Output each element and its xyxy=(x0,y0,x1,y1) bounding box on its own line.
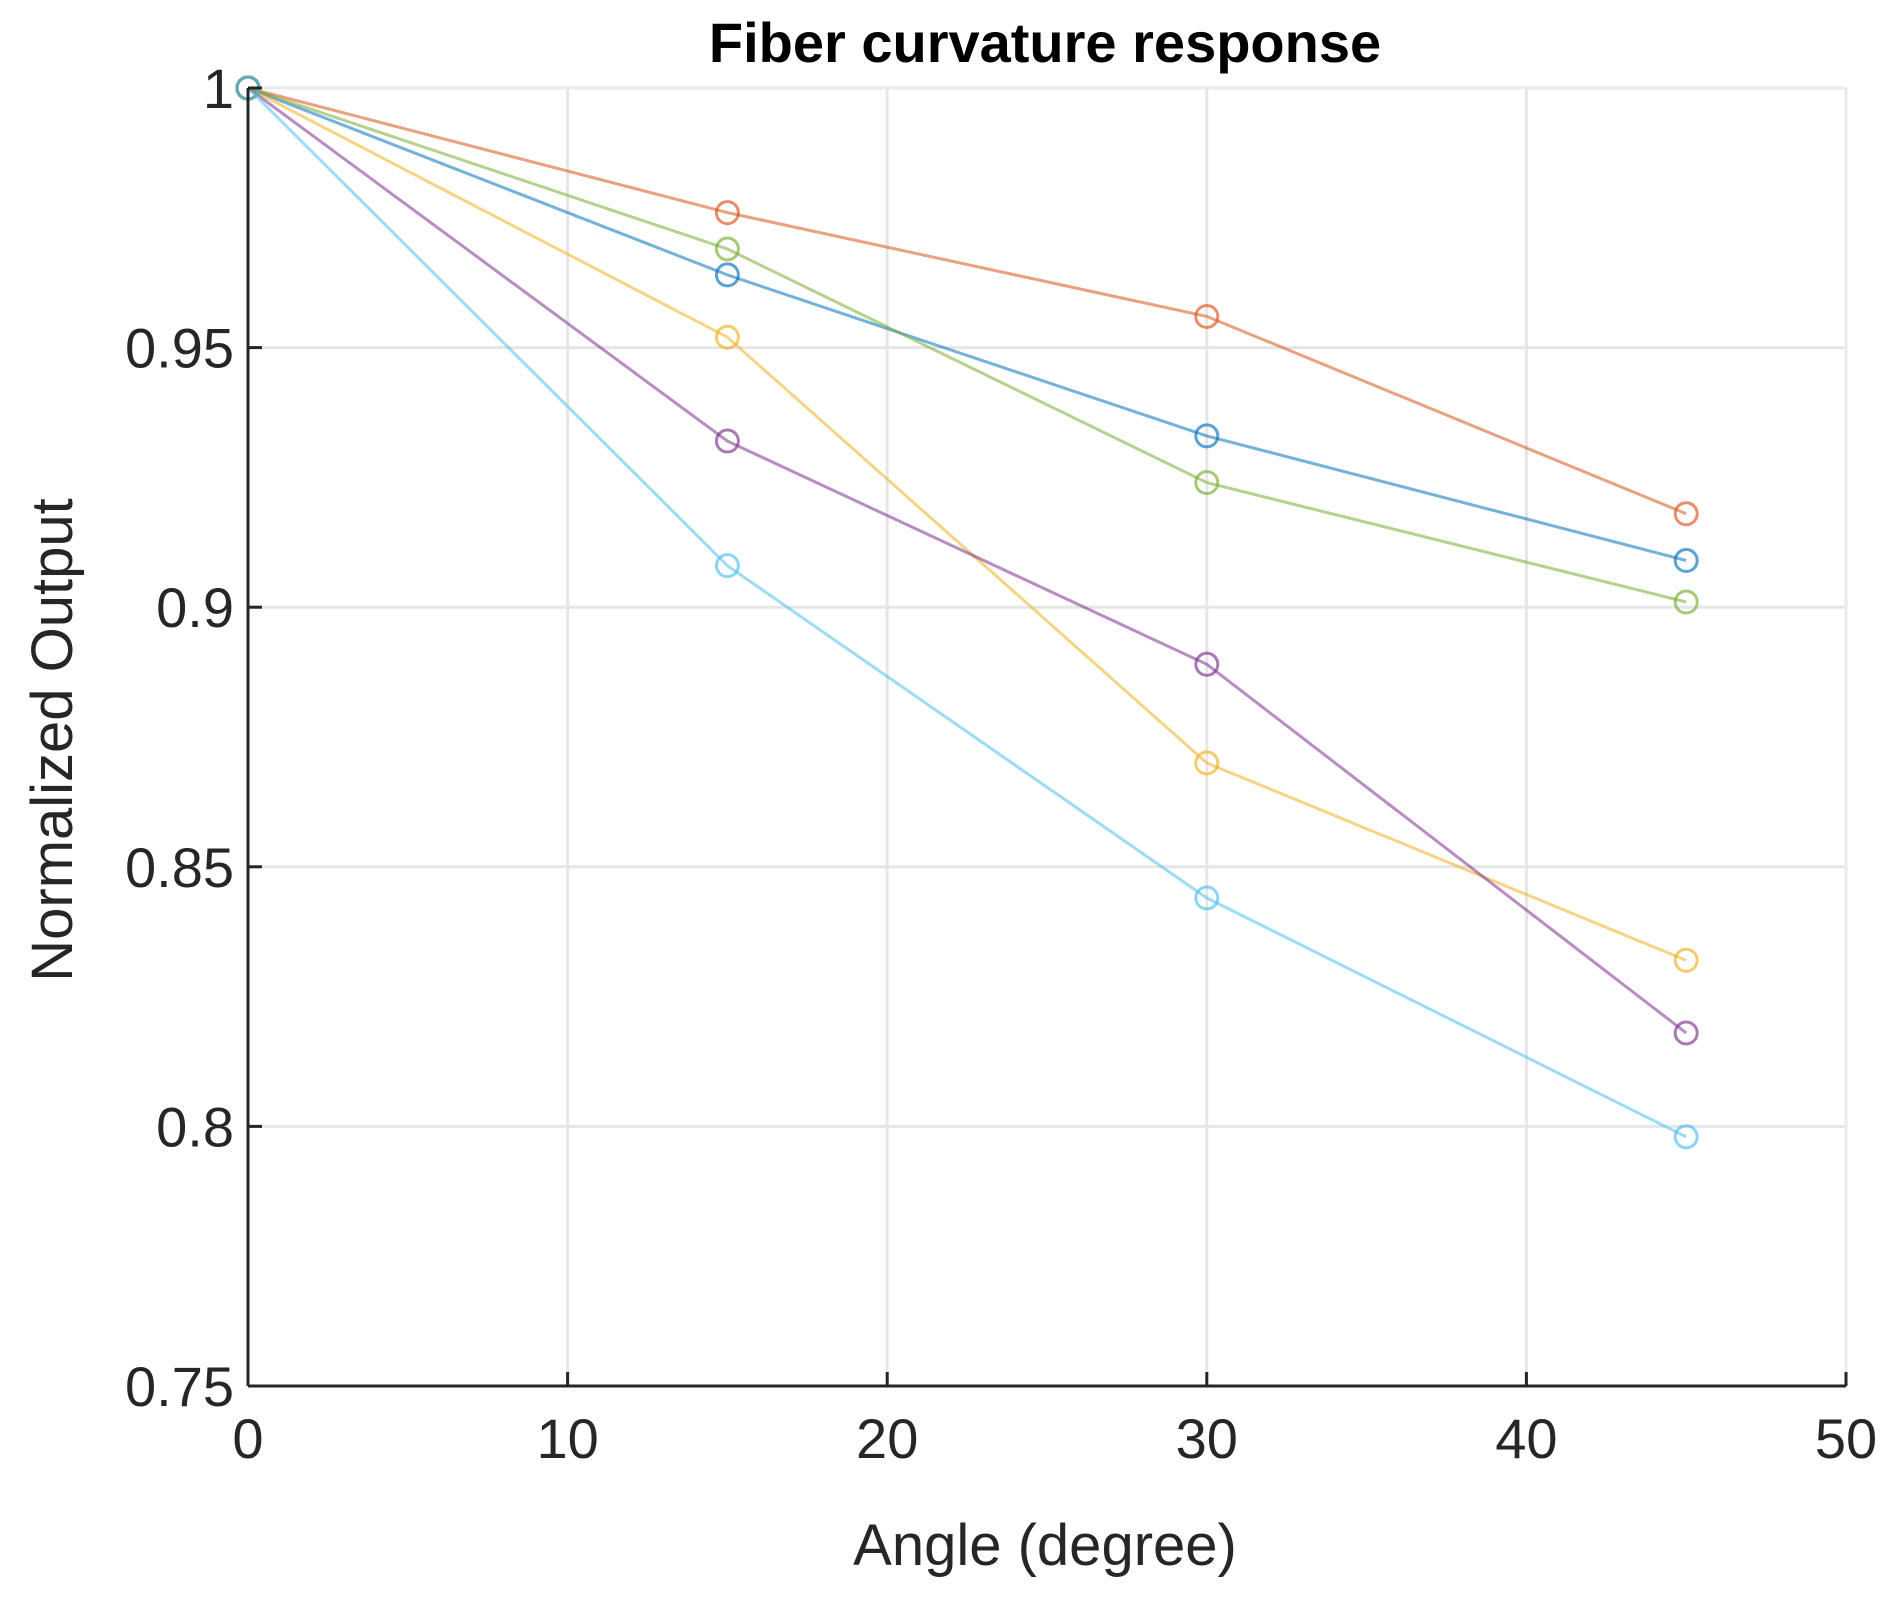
data-point xyxy=(714,428,740,454)
data-point xyxy=(1194,470,1220,496)
x-tick-label: 30 xyxy=(1176,1407,1238,1470)
data-point xyxy=(1673,1020,1699,1046)
y-tick-label: 0.85 xyxy=(125,836,234,899)
data-point xyxy=(714,200,740,226)
x-tick-label: 10 xyxy=(536,1407,598,1470)
data-point xyxy=(1673,589,1699,615)
series-line xyxy=(247,86,1687,604)
x-tick-label: 50 xyxy=(1815,1407,1877,1470)
data-point xyxy=(1194,423,1220,449)
x-tick-label: 40 xyxy=(1495,1407,1557,1470)
series-6 xyxy=(235,75,1699,1150)
series-line xyxy=(246,86,1687,1139)
data-point xyxy=(1673,947,1699,973)
x-axis-label: Angle (degree) xyxy=(853,1513,1237,1578)
series-1 xyxy=(235,75,1699,573)
data-point xyxy=(1673,547,1699,573)
series-4 xyxy=(235,75,1699,1046)
y-tick-label: 1 xyxy=(203,57,234,120)
data-point xyxy=(714,324,740,350)
x-tick-label: 20 xyxy=(856,1407,918,1470)
y-tick-label: 0.75 xyxy=(125,1355,234,1418)
series-line xyxy=(247,86,1687,562)
axes xyxy=(246,86,1848,1388)
data-point xyxy=(1194,750,1220,776)
series-line xyxy=(247,86,1688,1035)
data-point xyxy=(1194,303,1220,329)
y-tick-label: 0.8 xyxy=(156,1095,234,1158)
data-point xyxy=(714,553,740,579)
y-tick-label: 0.9 xyxy=(156,576,234,639)
x-tick-label: 0 xyxy=(232,1407,263,1470)
series-group xyxy=(235,75,1699,1150)
y-tick-label: 0.95 xyxy=(125,317,234,380)
data-point xyxy=(1673,501,1699,527)
data-point xyxy=(1673,1124,1699,1150)
series-line xyxy=(247,86,1687,962)
series-5 xyxy=(235,75,1699,615)
data-point xyxy=(1194,885,1220,911)
data-point xyxy=(714,236,740,262)
data-point xyxy=(1194,651,1220,677)
series-3 xyxy=(235,75,1699,973)
chart-title: Fiber curvature response xyxy=(709,11,1381,74)
series-2 xyxy=(235,75,1699,527)
data-point xyxy=(714,262,740,288)
y-axis-label: Normalized Output xyxy=(20,498,85,982)
tick-labels: 0 10 20 30 40 50 0.75 0.8 0.85 0.9 0.95 1 xyxy=(125,57,1877,1470)
plot-box xyxy=(248,86,1848,1386)
series-line xyxy=(247,86,1687,516)
